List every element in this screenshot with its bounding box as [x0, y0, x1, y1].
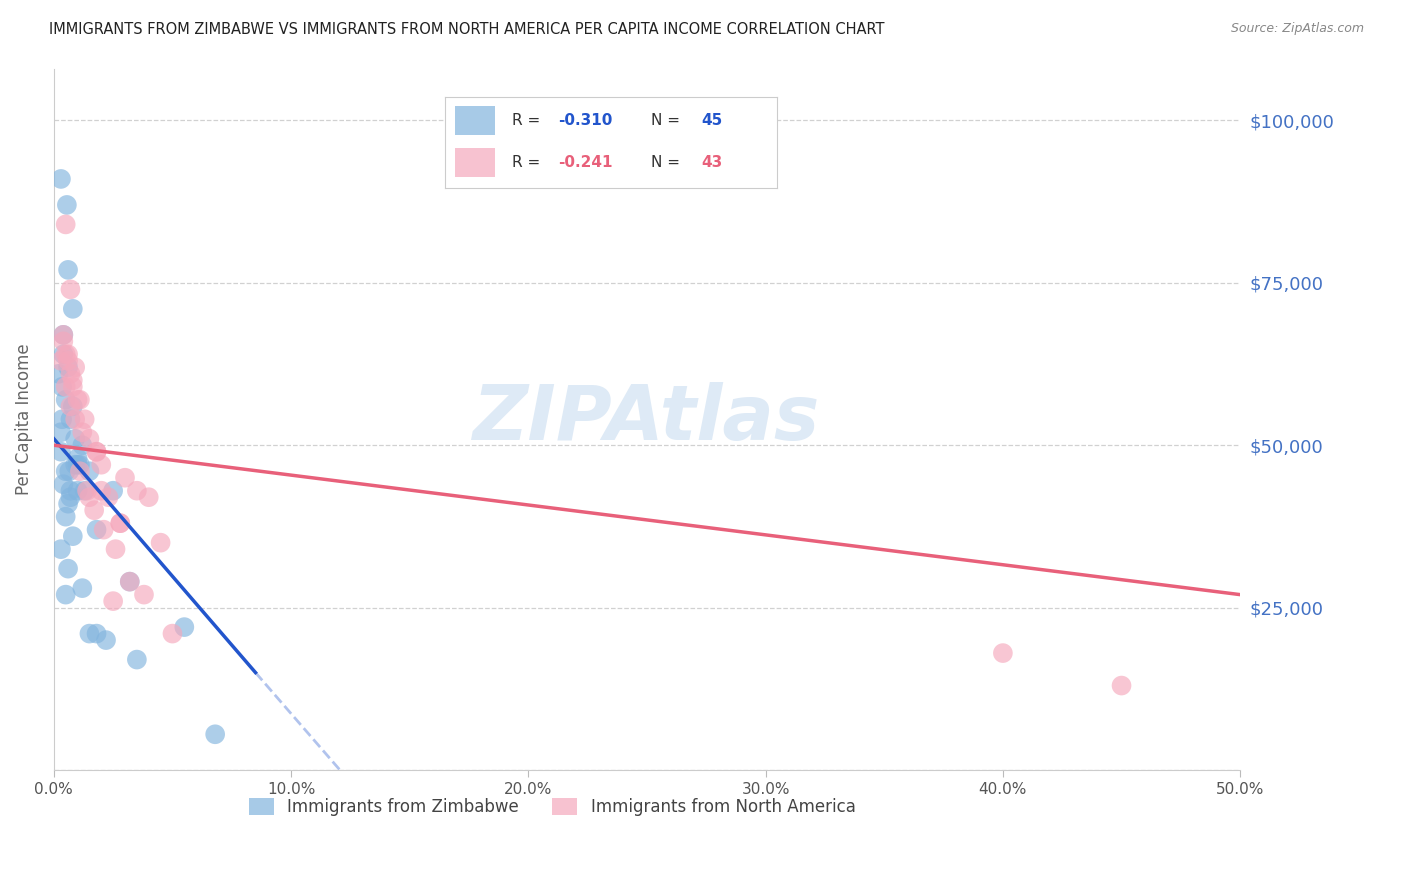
Point — [55, 509, 77, 524]
Point — [62, 373, 84, 387]
Point — [56, 561, 79, 575]
Point — [86, 444, 108, 458]
Point — [125, 483, 148, 498]
Point — [59, 367, 82, 381]
Point — [56, 198, 79, 212]
Point — [59, 399, 82, 413]
Point — [66, 392, 89, 407]
Point — [56, 360, 79, 375]
Point — [991, 646, 1014, 660]
Point — [62, 529, 84, 543]
Point — [63, 360, 86, 375]
Point — [51, 380, 73, 394]
Point — [52, 334, 75, 349]
Point — [52, 327, 75, 342]
Point — [52, 477, 75, 491]
Point — [55, 588, 77, 602]
Point — [149, 535, 172, 549]
Legend: Immigrants from Zimbabwe, Immigrants from North America: Immigrants from Zimbabwe, Immigrants fro… — [240, 790, 863, 825]
Point — [59, 490, 82, 504]
Point — [204, 727, 226, 741]
Point — [118, 574, 141, 589]
Point — [63, 432, 86, 446]
Point — [110, 516, 132, 531]
Point — [101, 483, 124, 498]
Point — [125, 652, 148, 666]
Point — [90, 483, 112, 498]
Point — [55, 218, 77, 232]
Point — [73, 412, 96, 426]
Point — [55, 347, 77, 361]
Point — [69, 458, 91, 472]
Point — [132, 588, 155, 602]
Point — [49, 444, 72, 458]
Point — [59, 483, 82, 498]
Point — [69, 464, 91, 478]
Text: Source: ZipAtlas.com: Source: ZipAtlas.com — [1230, 22, 1364, 36]
Point — [79, 626, 101, 640]
Point — [97, 490, 120, 504]
Point — [86, 626, 108, 640]
Point — [69, 392, 91, 407]
Point — [118, 574, 141, 589]
Point — [52, 347, 75, 361]
Point — [86, 523, 108, 537]
Point — [55, 464, 77, 478]
Point — [90, 458, 112, 472]
Point — [55, 380, 77, 394]
Text: IMMIGRANTS FROM ZIMBABWE VS IMMIGRANTS FROM NORTH AMERICA PER CAPITA INCOME CORR: IMMIGRANTS FROM ZIMBABWE VS IMMIGRANTS F… — [49, 22, 884, 37]
Point — [52, 327, 75, 342]
Point — [49, 542, 72, 557]
Point — [62, 399, 84, 413]
Point — [66, 483, 89, 498]
Point — [86, 444, 108, 458]
Point — [104, 542, 127, 557]
Point — [56, 497, 79, 511]
Text: ZIPAtlas: ZIPAtlas — [474, 383, 821, 457]
Point — [79, 490, 101, 504]
Point — [66, 458, 89, 472]
Point — [59, 282, 82, 296]
Point — [62, 301, 84, 316]
Point — [110, 516, 132, 531]
Point — [114, 471, 136, 485]
Point — [162, 626, 184, 640]
Point — [49, 172, 72, 186]
Point — [63, 412, 86, 426]
Point — [51, 412, 73, 426]
Point — [72, 425, 94, 440]
Point — [55, 392, 77, 407]
Point — [94, 633, 117, 648]
Point — [49, 353, 72, 368]
Point — [101, 594, 124, 608]
Y-axis label: Per Capita Income: Per Capita Income — [15, 343, 32, 495]
Point — [1111, 679, 1133, 693]
Point — [138, 490, 160, 504]
Point — [59, 412, 82, 426]
Point — [66, 451, 89, 466]
Point — [58, 464, 80, 478]
Point — [56, 263, 79, 277]
Point — [72, 581, 94, 595]
Point — [49, 425, 72, 440]
Point — [79, 464, 101, 478]
Point — [56, 347, 79, 361]
Point — [63, 458, 86, 472]
Point — [93, 523, 115, 537]
Point — [56, 353, 79, 368]
Point — [83, 503, 105, 517]
Point — [62, 380, 84, 394]
Point — [79, 432, 101, 446]
Point — [73, 483, 96, 498]
Point — [72, 438, 94, 452]
Point — [173, 620, 195, 634]
Point — [48, 367, 70, 381]
Point — [76, 483, 98, 498]
